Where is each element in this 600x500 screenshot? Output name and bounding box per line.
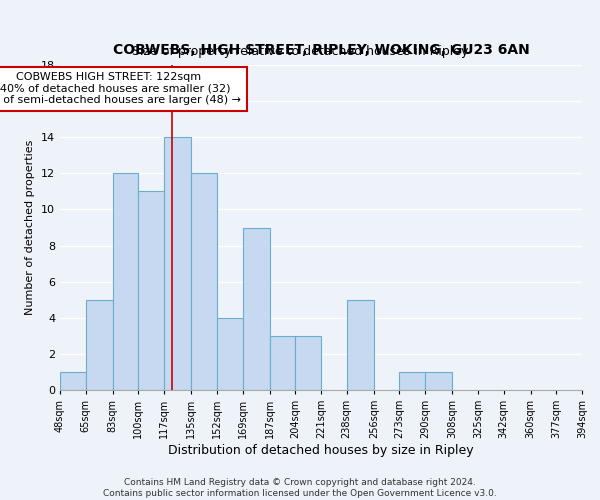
Bar <box>164 137 191 390</box>
Bar <box>295 336 321 390</box>
Bar <box>86 300 113 390</box>
X-axis label: Distribution of detached houses by size in Ripley: Distribution of detached houses by size … <box>168 444 474 457</box>
Text: Size of property relative to detached houses in Ripley: Size of property relative to detached ho… <box>132 45 468 58</box>
Bar <box>191 174 217 390</box>
Title: COBWEBS, HIGH STREET, RIPLEY, WOKING, GU23 6AN: COBWEBS, HIGH STREET, RIPLEY, WOKING, GU… <box>113 43 529 57</box>
Y-axis label: Number of detached properties: Number of detached properties <box>25 140 35 315</box>
Text: Contains HM Land Registry data © Crown copyright and database right 2024.
Contai: Contains HM Land Registry data © Crown c… <box>103 478 497 498</box>
Bar <box>425 372 452 390</box>
Bar <box>400 372 425 390</box>
Bar <box>347 300 374 390</box>
Bar <box>113 174 139 390</box>
Bar <box>139 192 164 390</box>
Bar <box>270 336 295 390</box>
Bar <box>217 318 242 390</box>
Bar <box>242 228 270 390</box>
Text: COBWEBS HIGH STREET: 122sqm
← 40% of detached houses are smaller (32)
59% of sem: COBWEBS HIGH STREET: 122sqm ← 40% of det… <box>0 72 241 106</box>
Bar <box>60 372 86 390</box>
